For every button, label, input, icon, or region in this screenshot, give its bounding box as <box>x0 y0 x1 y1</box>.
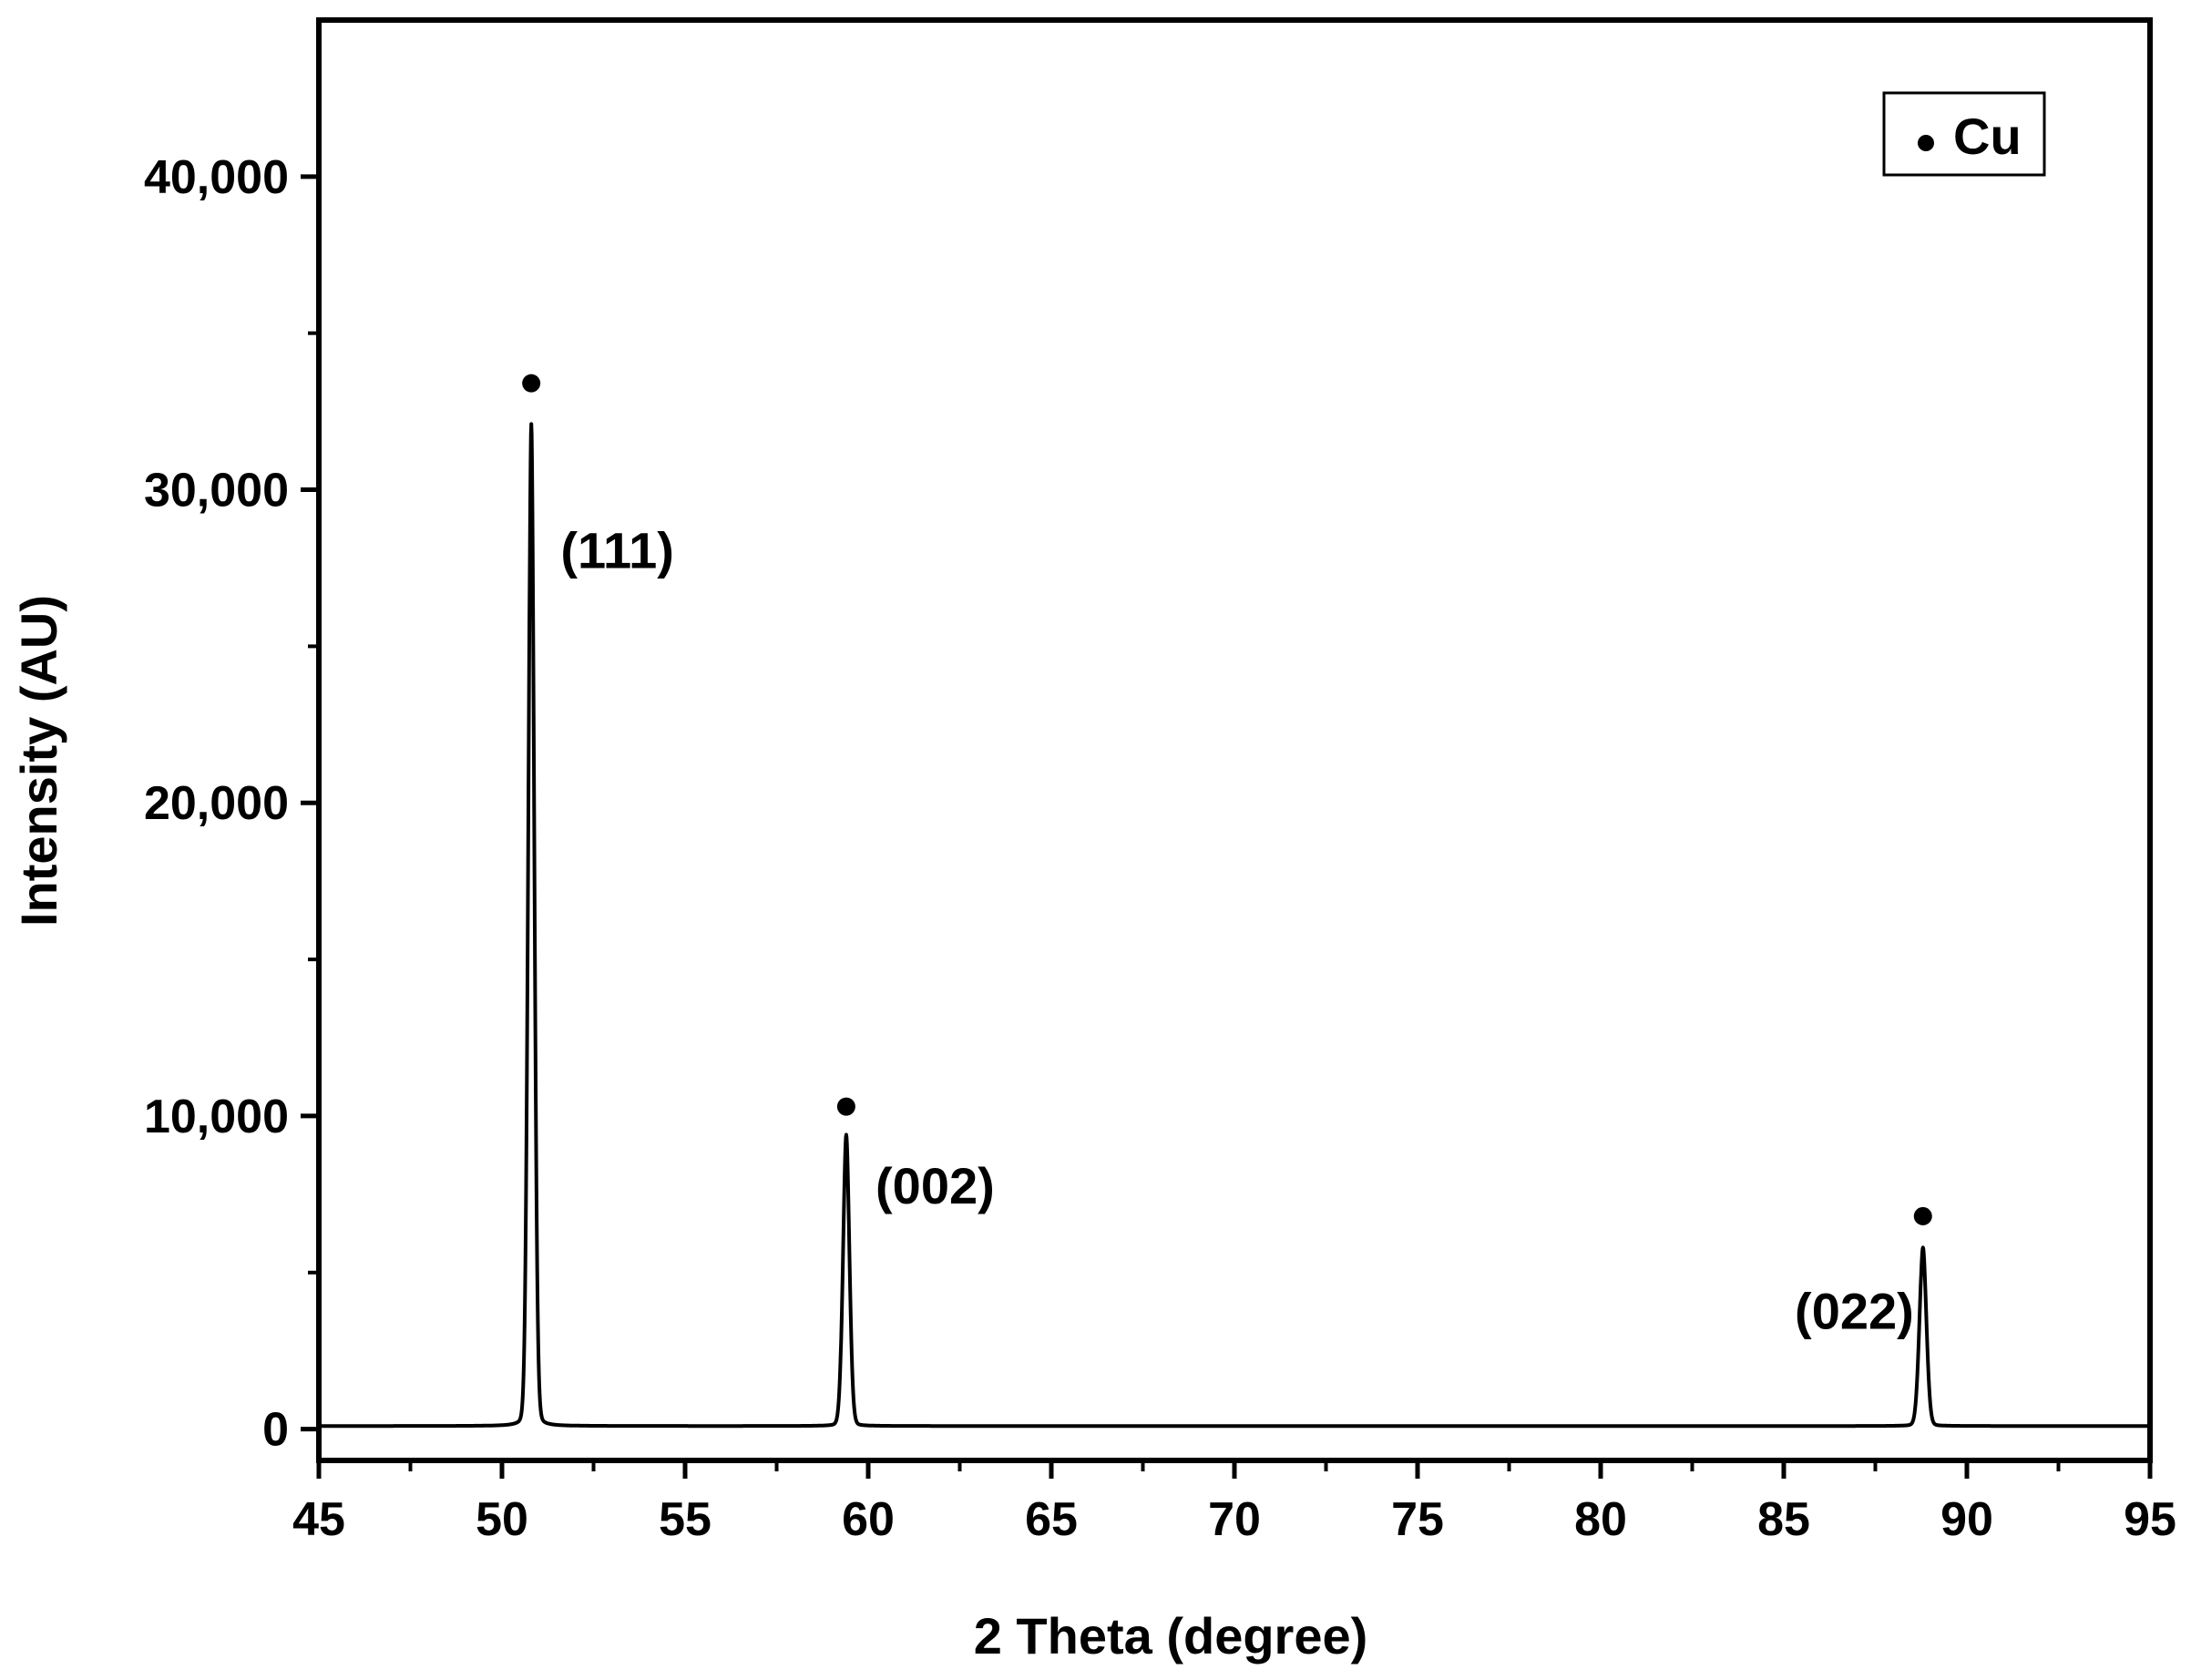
legend-box <box>1882 91 2046 177</box>
x-tick-label: 90 <box>1940 1493 1993 1546</box>
x-tick-label: 75 <box>1391 1493 1444 1546</box>
y-tick-label: 20,000 <box>144 777 289 830</box>
peak-label: (002) <box>875 1157 995 1214</box>
x-axis-title: 2 Theta (degree) <box>974 1607 1368 1665</box>
peak-marker <box>522 374 541 393</box>
y-tick-label: 30,000 <box>144 465 289 517</box>
y-axis-title: Intensity (AU) <box>10 595 67 927</box>
plot-frame <box>316 17 2153 1463</box>
x-tick-label: 50 <box>476 1493 528 1546</box>
x-tick-label: 60 <box>842 1493 895 1546</box>
x-tick-label: 70 <box>1208 1493 1261 1546</box>
x-tick-label: 55 <box>659 1493 712 1546</box>
peak-marker <box>1913 1206 1932 1225</box>
x-tick-label: 95 <box>2124 1493 2176 1546</box>
x-tick-label: 65 <box>1025 1493 1078 1546</box>
peak-marker <box>836 1097 855 1116</box>
x-tick-label: 45 <box>292 1493 345 1546</box>
x-tick-label: 80 <box>1574 1493 1627 1546</box>
series-line-cu <box>317 422 2152 1429</box>
y-tick-label: 40,000 <box>144 151 289 204</box>
peak-label: (022) <box>1795 1283 1914 1340</box>
legend-marker <box>1918 135 1934 151</box>
y-tick-label: 10,000 <box>144 1091 289 1143</box>
legend-label: Cu <box>1953 108 2022 165</box>
x-tick-label: 85 <box>1757 1493 1810 1546</box>
y-tick-label: 0 <box>262 1404 289 1457</box>
peak-label: (111) <box>560 521 674 579</box>
